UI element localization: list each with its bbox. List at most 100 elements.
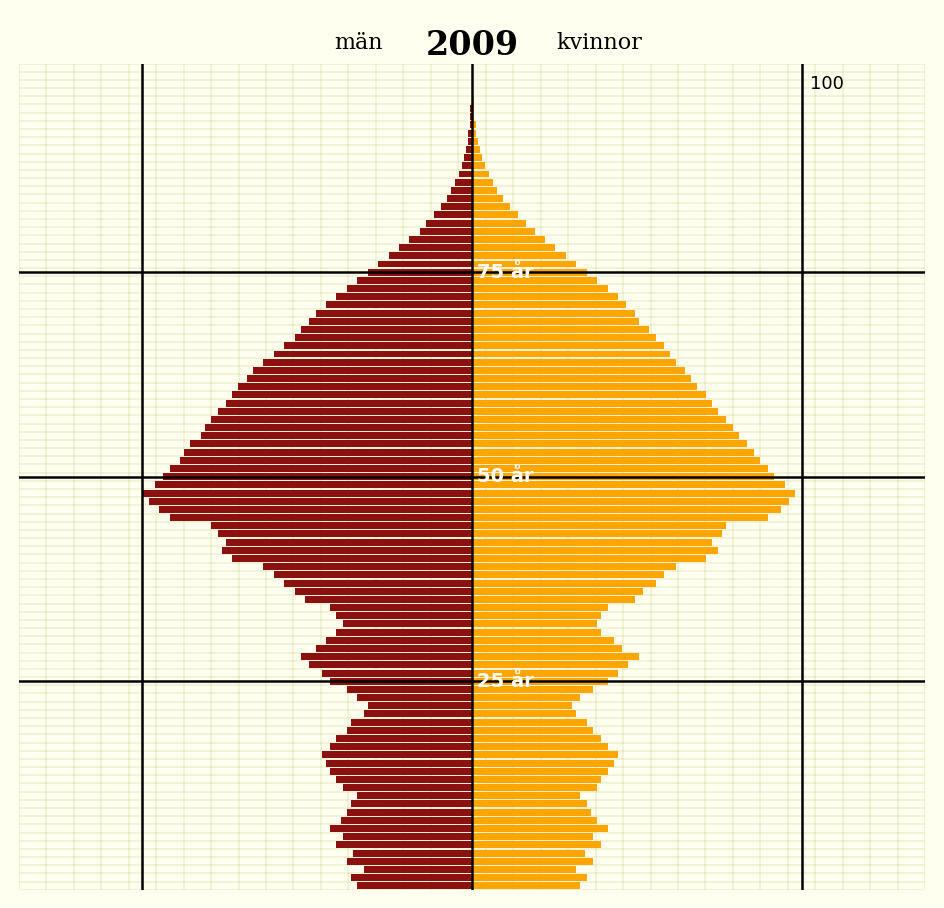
- Bar: [322, 669, 472, 676]
- Bar: [472, 359, 677, 366]
- Bar: [336, 293, 472, 301]
- Bar: [472, 801, 587, 807]
- Bar: [343, 834, 472, 840]
- Bar: [472, 367, 684, 374]
- Bar: [472, 179, 493, 185]
- Bar: [341, 817, 472, 824]
- Bar: [301, 653, 472, 660]
- Bar: [301, 326, 472, 333]
- Bar: [472, 522, 727, 529]
- Bar: [357, 883, 472, 889]
- Bar: [472, 866, 576, 873]
- Bar: [472, 809, 591, 815]
- Bar: [472, 457, 760, 464]
- Bar: [472, 236, 545, 243]
- Bar: [441, 203, 472, 211]
- Bar: [472, 563, 677, 570]
- Bar: [472, 449, 753, 456]
- Bar: [472, 776, 601, 783]
- Bar: [472, 718, 587, 725]
- Bar: [472, 785, 598, 791]
- Bar: [472, 661, 629, 668]
- Bar: [211, 522, 472, 529]
- Bar: [232, 391, 472, 399]
- Bar: [368, 702, 472, 709]
- Bar: [472, 677, 608, 685]
- Bar: [451, 187, 472, 193]
- Bar: [447, 195, 472, 202]
- Bar: [472, 261, 576, 268]
- Bar: [472, 825, 608, 832]
- Bar: [472, 858, 593, 864]
- Bar: [379, 261, 472, 268]
- Bar: [472, 793, 581, 799]
- Bar: [462, 163, 472, 169]
- Bar: [246, 375, 472, 382]
- Bar: [472, 686, 593, 693]
- Bar: [351, 718, 472, 725]
- Bar: [410, 236, 472, 243]
- Bar: [472, 669, 618, 676]
- Bar: [472, 391, 705, 399]
- Bar: [336, 776, 472, 783]
- Bar: [184, 449, 472, 456]
- Bar: [336, 735, 472, 742]
- Bar: [472, 375, 691, 382]
- Text: män: män: [334, 32, 383, 54]
- Bar: [315, 310, 472, 317]
- Bar: [211, 416, 472, 423]
- Bar: [232, 555, 472, 562]
- Bar: [472, 473, 774, 480]
- Bar: [472, 383, 698, 390]
- Bar: [284, 579, 472, 587]
- Bar: [239, 383, 472, 390]
- Bar: [205, 424, 472, 431]
- Bar: [470, 105, 472, 112]
- Bar: [472, 498, 789, 505]
- Bar: [346, 285, 472, 292]
- Bar: [455, 179, 472, 185]
- Bar: [472, 114, 474, 120]
- Bar: [472, 760, 614, 766]
- Bar: [468, 138, 472, 144]
- Text: 75 år: 75 år: [478, 262, 534, 281]
- Bar: [163, 473, 472, 480]
- Text: 25 år: 25 år: [478, 672, 534, 691]
- Bar: [326, 637, 472, 644]
- Bar: [472, 489, 795, 497]
- Bar: [160, 506, 472, 513]
- Bar: [357, 694, 472, 701]
- Bar: [472, 653, 639, 660]
- Bar: [326, 301, 472, 309]
- Bar: [322, 752, 472, 758]
- Bar: [472, 637, 614, 644]
- Bar: [170, 514, 472, 521]
- Bar: [472, 122, 476, 128]
- Bar: [472, 752, 618, 758]
- Bar: [253, 367, 472, 374]
- Bar: [472, 244, 555, 252]
- Bar: [363, 710, 472, 717]
- Bar: [263, 359, 472, 366]
- Bar: [472, 203, 510, 211]
- Bar: [472, 506, 781, 513]
- Bar: [472, 628, 601, 636]
- Bar: [226, 538, 472, 546]
- Bar: [464, 154, 472, 161]
- Text: kvinnor: kvinnor: [557, 32, 642, 54]
- Bar: [330, 604, 472, 611]
- Bar: [426, 220, 472, 227]
- Bar: [399, 244, 472, 252]
- Bar: [346, 726, 472, 734]
- Bar: [472, 694, 581, 701]
- Bar: [326, 760, 472, 766]
- Bar: [363, 866, 472, 873]
- Bar: [368, 269, 472, 276]
- Bar: [472, 212, 518, 219]
- Bar: [472, 620, 598, 627]
- Bar: [343, 785, 472, 791]
- Bar: [472, 163, 484, 169]
- Text: 50 år: 50 år: [478, 468, 534, 486]
- Bar: [472, 743, 608, 750]
- Bar: [472, 228, 534, 235]
